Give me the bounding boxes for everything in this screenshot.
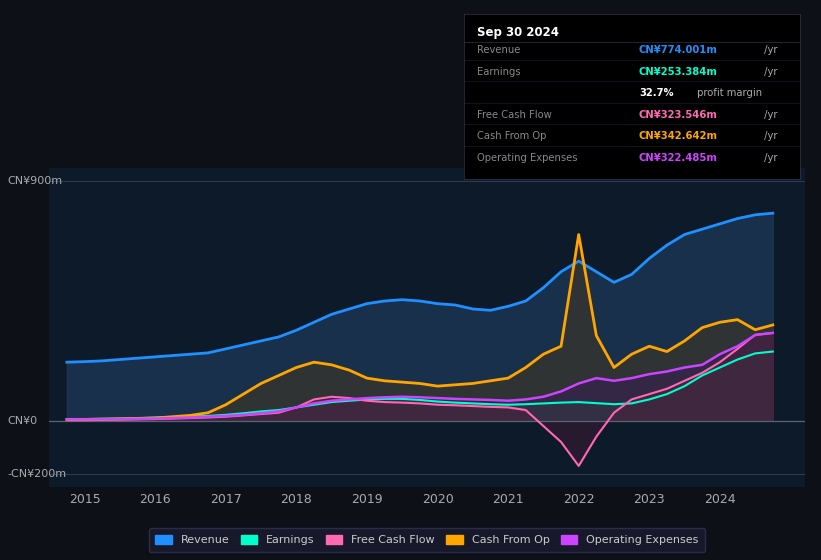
Text: CN¥342.642m: CN¥342.642m — [639, 131, 718, 141]
Text: Free Cash Flow: Free Cash Flow — [477, 110, 552, 120]
Legend: Revenue, Earnings, Free Cash Flow, Cash From Op, Operating Expenses: Revenue, Earnings, Free Cash Flow, Cash … — [149, 529, 705, 552]
Text: Sep 30 2024: Sep 30 2024 — [477, 26, 559, 39]
Text: CN¥0: CN¥0 — [7, 416, 38, 426]
Text: Cash From Op: Cash From Op — [477, 131, 547, 141]
Text: CN¥322.485m: CN¥322.485m — [639, 153, 718, 163]
Text: /yr: /yr — [761, 67, 777, 77]
Text: CN¥774.001m: CN¥774.001m — [639, 45, 718, 55]
Text: CN¥323.546m: CN¥323.546m — [639, 110, 718, 120]
Text: /yr: /yr — [761, 153, 777, 163]
Text: Revenue: Revenue — [477, 45, 521, 55]
Text: -CN¥200m: -CN¥200m — [7, 469, 67, 479]
Text: CN¥900m: CN¥900m — [7, 176, 63, 186]
Text: /yr: /yr — [761, 110, 777, 120]
Text: 32.7%: 32.7% — [639, 88, 673, 99]
Text: CN¥253.384m: CN¥253.384m — [639, 67, 718, 77]
Text: Earnings: Earnings — [477, 67, 521, 77]
Text: profit margin: profit margin — [695, 88, 763, 99]
Text: Operating Expenses: Operating Expenses — [477, 153, 578, 163]
Text: /yr: /yr — [761, 131, 777, 141]
Text: /yr: /yr — [761, 45, 777, 55]
